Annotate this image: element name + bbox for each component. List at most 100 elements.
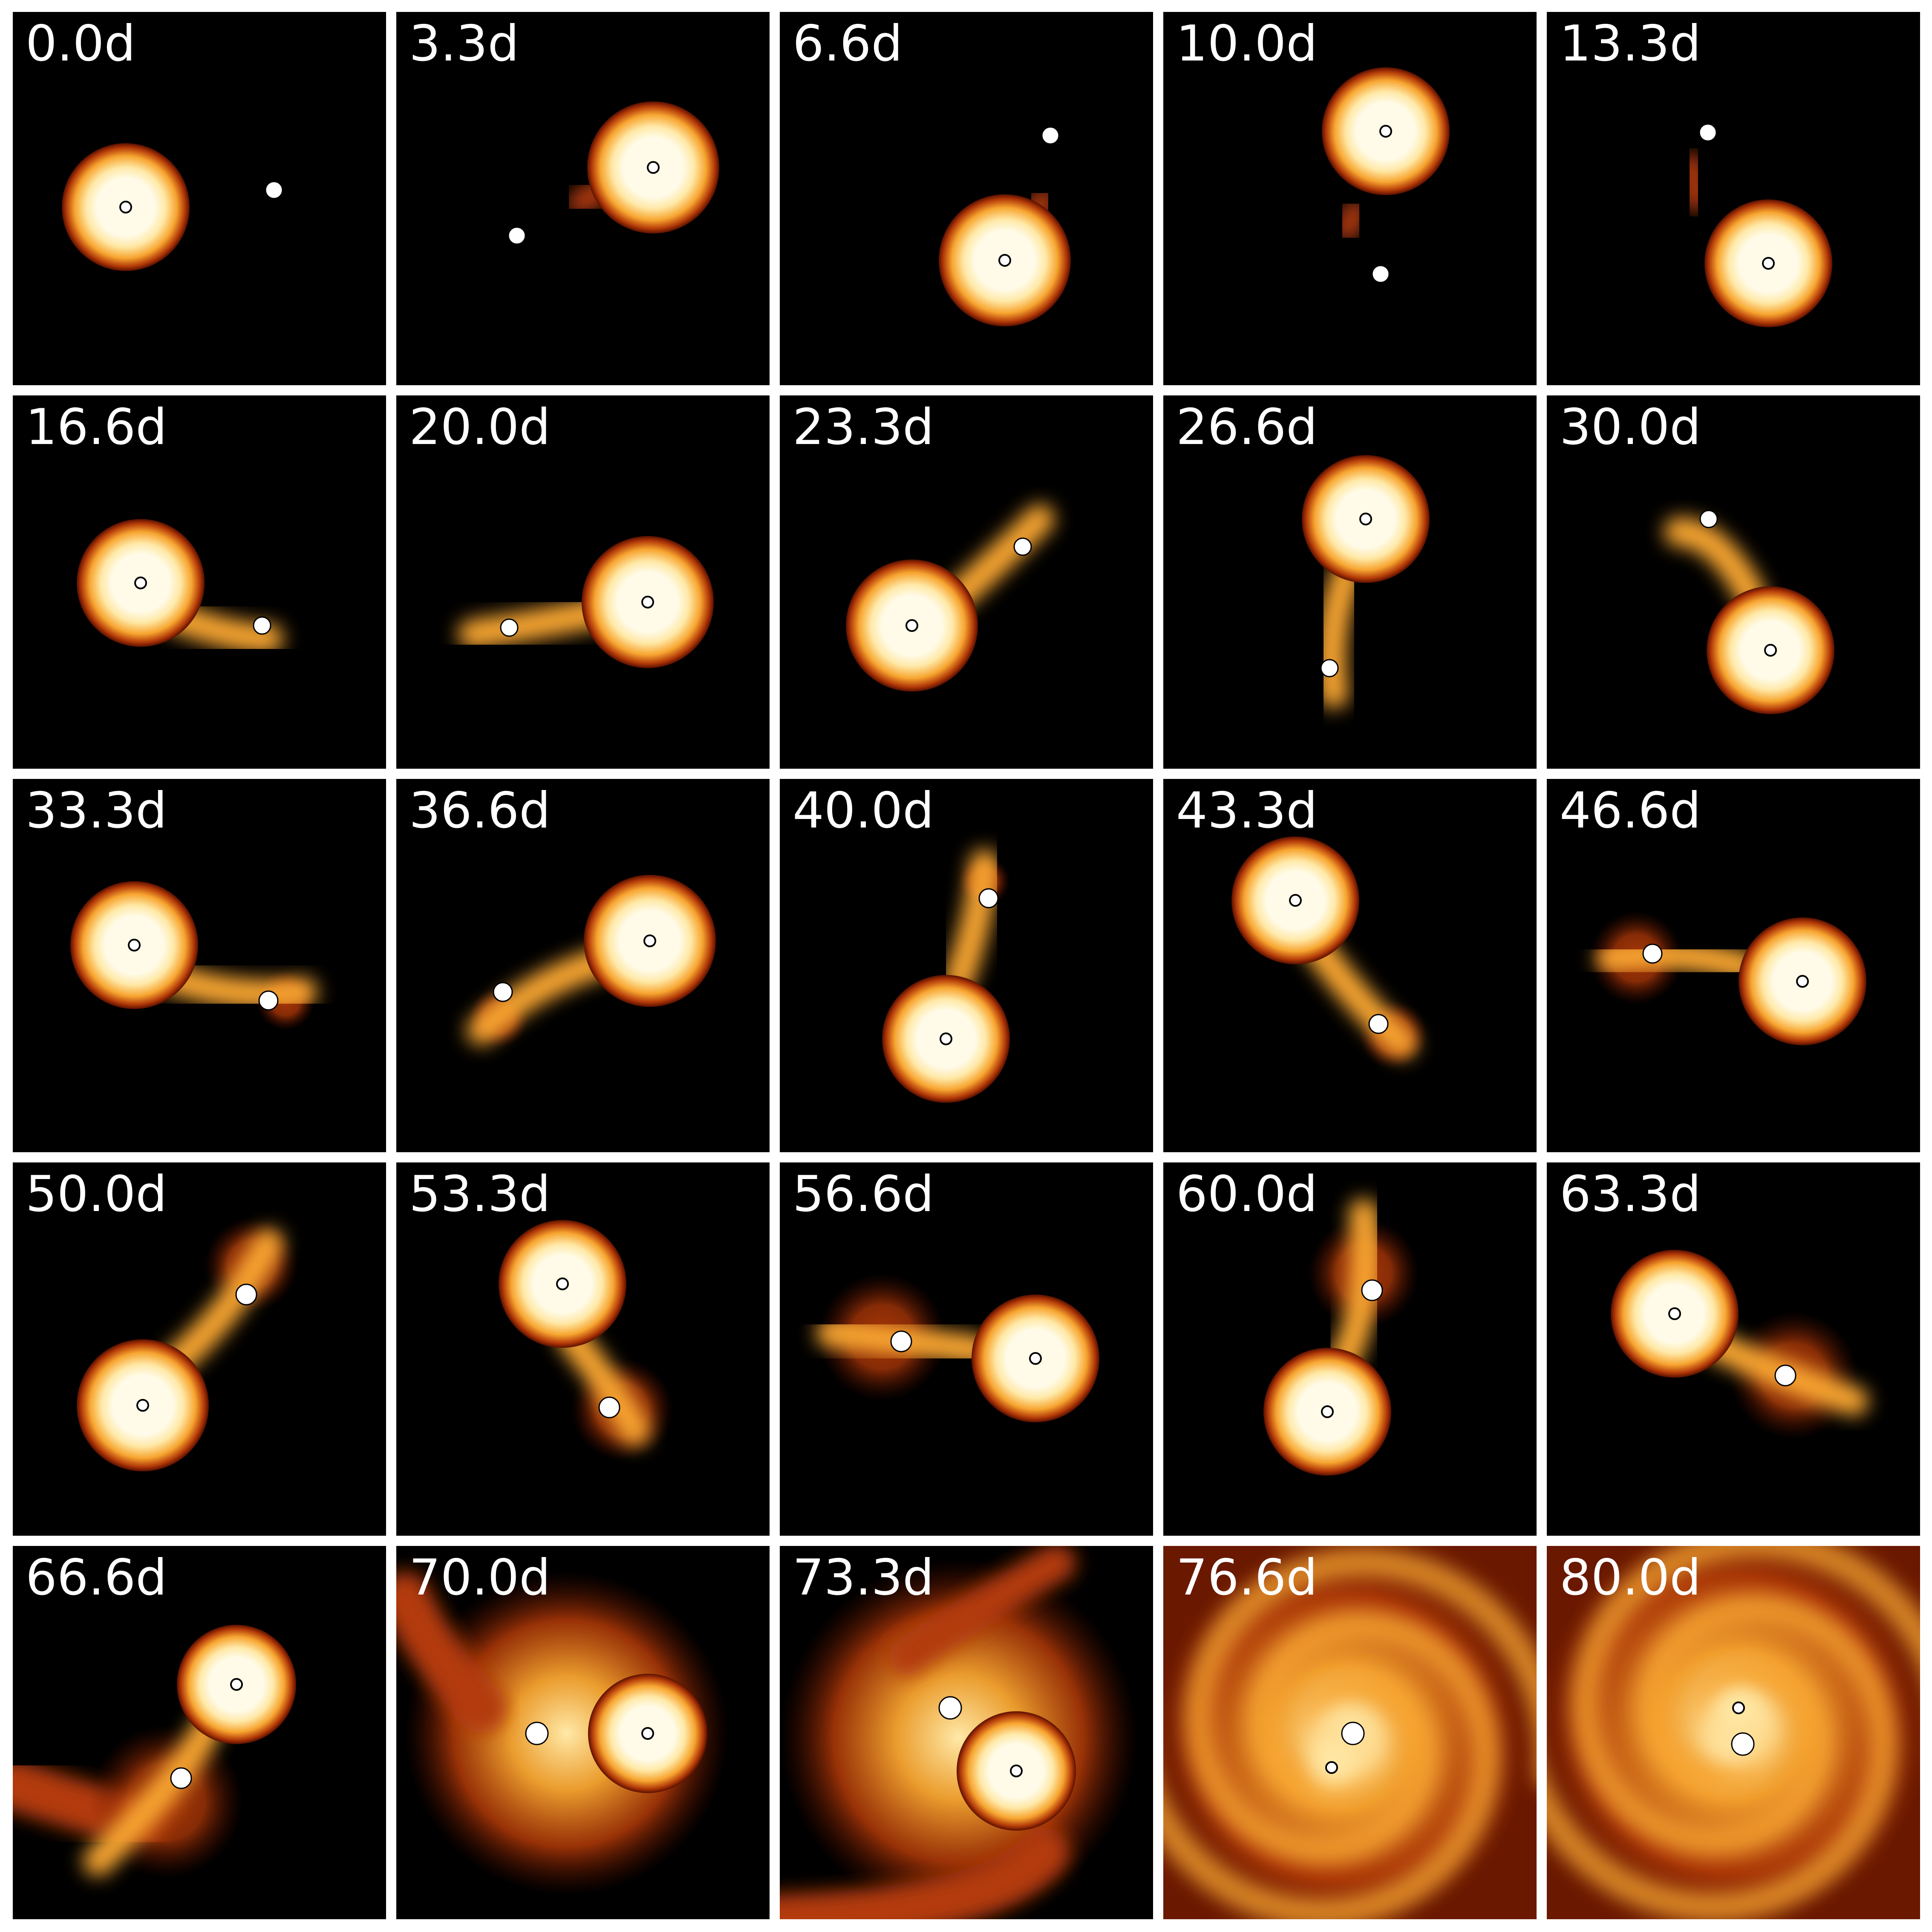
time-label: 66.6d [26,1549,167,1606]
giant-core-marker [1289,894,1302,907]
density-map [70,881,317,1030]
companion-marker [525,1721,549,1745]
time-label: 70.0d [409,1549,551,1606]
simulation-panel: 53.3d [396,1162,770,1536]
time-label: 10.0d [1176,15,1318,72]
mass-transfer-stream [1327,1199,1381,1378]
giant-core-marker [1010,1765,1023,1777]
simulation-panel: 50.0d [13,1162,386,1536]
mass-transfer-stream [1596,940,1758,981]
companion-marker [1699,510,1718,528]
giant-core-marker [940,1032,952,1045]
companion-marker [1368,1014,1389,1034]
density-map [1163,1546,1537,1919]
simulation-panel: 40.0d [780,779,1153,1152]
simulation-panel: 16.6d [13,395,386,769]
density-map [1231,836,1427,1069]
time-label: 53.3d [409,1165,551,1223]
giant-core-marker [1359,513,1372,525]
mass-transfer-stream [944,849,999,994]
density-map [1589,911,1866,1045]
companion-marker [598,1396,620,1419]
time-label: 60.0d [1176,1165,1318,1223]
giant-core-marker [641,1727,654,1740]
mass-transfer-stream [1316,559,1361,709]
companion-marker [1320,659,1339,678]
giant-core-marker [128,939,141,952]
density-map [396,1572,729,1895]
simulation-panel: 43.3d [1163,779,1537,1152]
density-map [62,143,283,271]
spiral-arm [1547,1594,1899,1919]
time-label: 20.0d [409,398,551,456]
time-label: 3.3d [409,15,519,72]
companion-marker [1013,537,1032,556]
companion-marker [1731,1732,1755,1756]
companion-marker [1341,1721,1365,1745]
giant-core-marker [905,619,918,632]
companion-marker [258,990,279,1011]
giant-core-marker [1325,1761,1338,1774]
simulation-panel: 66.6d [13,1546,386,1919]
companion-marker [1698,123,1717,142]
companion-marker [978,888,999,908]
giant-core-marker [1379,125,1392,138]
simulation-panel: 26.6d [1163,395,1537,769]
density-map [1664,510,1834,714]
companion-marker [1041,126,1060,145]
density-map [846,504,1055,692]
outflow-tail [780,1827,1070,1919]
simulation-panel: 13.3d [1547,12,1920,385]
companion-marker [508,226,526,245]
density-map [1611,1250,1869,1439]
time-label: 80.0d [1560,1549,1701,1606]
mass-transfer-stream [467,947,616,1045]
simulation-panel: 0.0d [13,12,386,385]
time-label: 50.0d [26,1165,167,1223]
density-map [939,126,1071,326]
roche-lobe-tip [1334,199,1368,242]
roche-lobe-tip [1679,153,1709,212]
companion-marker [500,618,519,637]
companion-marker [235,1283,257,1306]
density-map [882,849,1010,1103]
mass-transfer-stream [83,1710,224,1876]
time-label: 63.3d [1560,1165,1701,1223]
density-map [1322,67,1450,283]
time-label: 46.6d [1560,782,1701,839]
simulation-panel: 10.0d [1163,12,1537,385]
density-map [13,1625,296,1878]
companion-marker [1361,1279,1383,1301]
time-label: 16.6d [26,398,167,456]
mass-transfer-stream [160,1228,283,1378]
time-label: 26.6d [1176,398,1318,456]
density-map [816,1273,1099,1422]
companion-marker [170,1767,192,1789]
density-map [467,875,716,1047]
companion-marker [890,1330,912,1352]
density-map [508,101,719,245]
giant-core-marker [641,596,654,608]
time-label: 56.6d [793,1165,934,1223]
giant-core-marker [134,577,147,589]
mass-transfer-stream [458,598,611,649]
companion-marker [938,1696,962,1720]
simulation-panel: 6.6d [780,12,1153,385]
density-map [458,536,714,668]
simulation-panel: 73.3d [780,1546,1153,1919]
simulation-panel: 80.0d [1547,1546,1920,1919]
simulation-panel: 70.0d [396,1546,770,1919]
density-map [1547,1546,1920,1919]
companion-marker [265,181,283,199]
giant-core-marker [1796,975,1809,988]
common-envelope [405,1572,729,1895]
density-map [1679,123,1832,327]
simulation-panel: 63.3d [1547,1162,1920,1536]
giant-core-marker [136,1399,149,1412]
giant-core-marker [647,161,660,174]
simulation-panel: 56.6d [780,1162,1153,1536]
companion-marker [253,616,271,635]
simulation-panel: 23.3d [780,395,1153,769]
giant-core-marker [556,1277,569,1290]
simulation-panel: 46.6d [1547,779,1920,1152]
